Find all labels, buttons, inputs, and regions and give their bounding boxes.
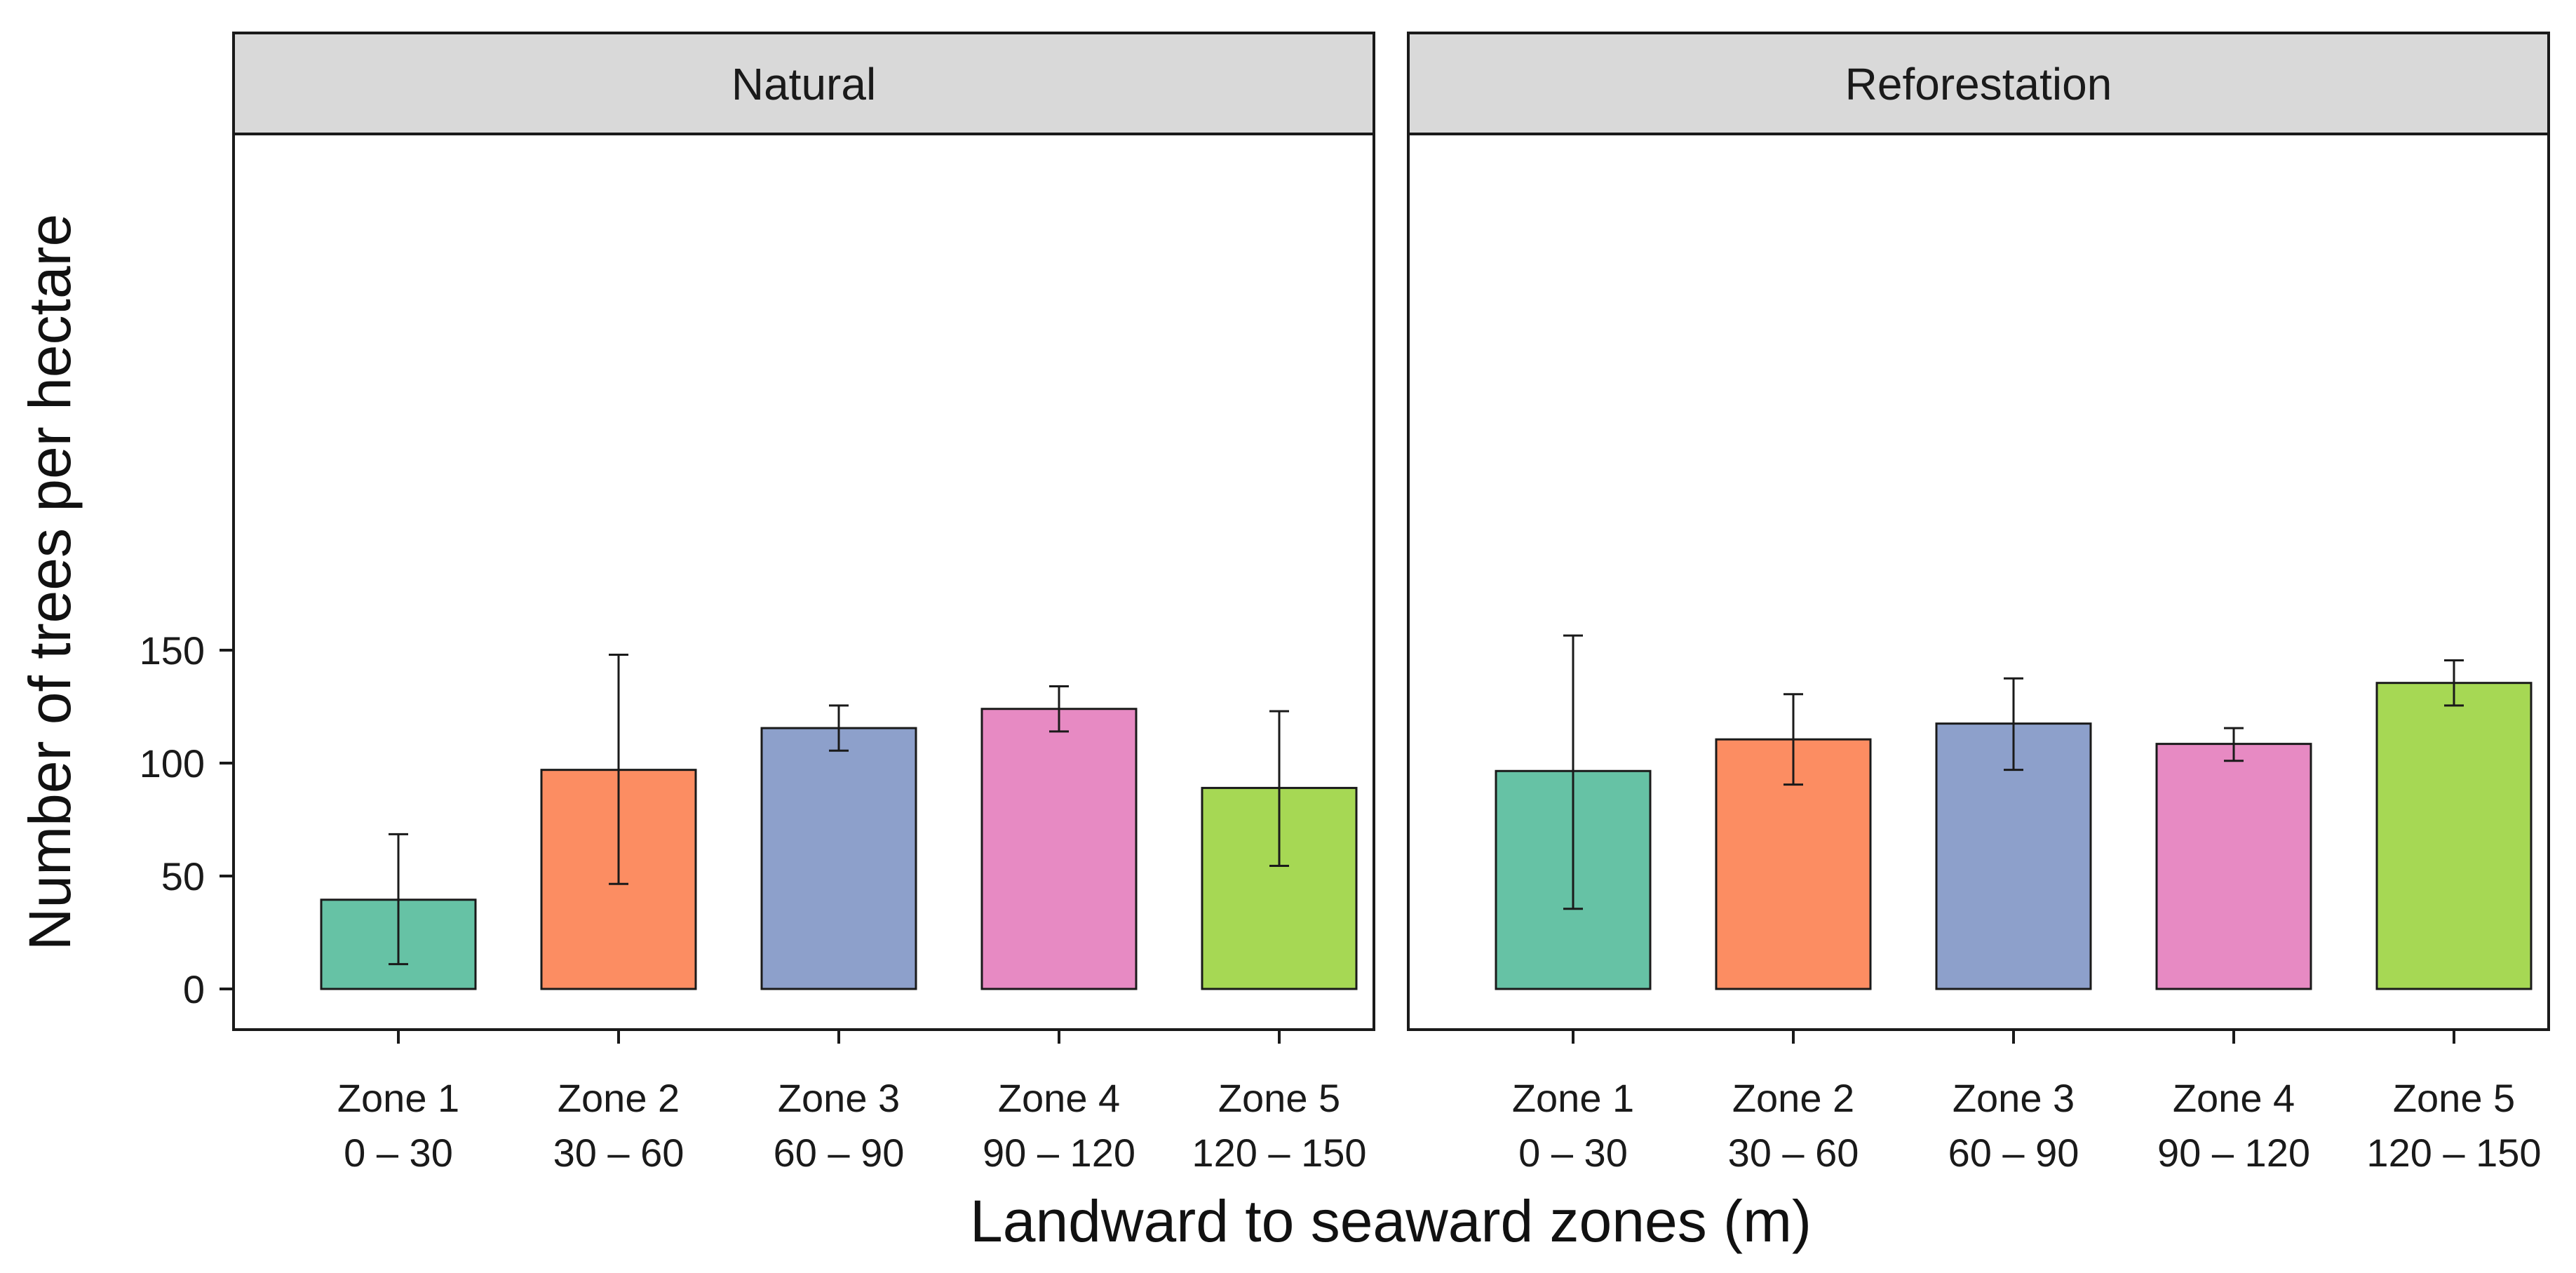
panel-reforestation: Reforestation (1407, 32, 2550, 1031)
x-tick-label-range: 60 – 90 (1948, 1131, 2079, 1175)
bar-natural-zone-3 (760, 727, 917, 990)
error-bar-reforestation-zone-2 (1783, 693, 1803, 786)
y-tick-label: 150 (140, 628, 205, 673)
x-tick-label-zone: Zone 5 (1218, 1076, 1340, 1120)
y-axis-title: Number of trees per hectare (17, 214, 83, 951)
x-tick-label-range: 120 – 150 (1192, 1131, 1366, 1175)
error-bar-natural-zone-4 (1049, 685, 1069, 733)
error-bar-natural-zone-3 (829, 704, 849, 752)
x-tick-label-range: 90 – 120 (2157, 1131, 2310, 1175)
x-tick-label-range: 120 – 150 (2366, 1131, 2541, 1175)
x-tick-label-zone: Zone 2 (558, 1076, 680, 1120)
y-tick-label: 50 (161, 854, 205, 898)
y-tick-label: 100 (140, 741, 205, 786)
bar-reforestation-zone-5 (2375, 682, 2533, 990)
y-tick-label: 0 (183, 967, 205, 1011)
x-tick-label-zone: Zone 2 (1732, 1076, 1854, 1120)
error-bar-reforestation-zone-4 (2224, 727, 2244, 762)
error-bar-natural-zone-1 (389, 833, 408, 966)
strip-label-reforestation: Reforestation (1845, 59, 2112, 109)
x-tick-label-zone: Zone 1 (1512, 1076, 1634, 1120)
x-tick-label-zone: Zone 4 (2173, 1076, 2295, 1120)
x-tick-label-zone: Zone 3 (1953, 1076, 2075, 1120)
error-bar-natural-zone-5 (1269, 710, 1289, 868)
panel-natural: Natural (232, 32, 1375, 1031)
x-tick-label-range: 90 – 120 (983, 1131, 1135, 1175)
x-tick-label-zone: Zone 1 (337, 1076, 459, 1120)
strip-natural (232, 32, 1375, 135)
x-axis-title: Landward to seaward zones (m) (970, 1188, 1812, 1254)
x-tick-label-range: 0 – 30 (344, 1131, 453, 1175)
error-bar-natural-zone-2 (609, 653, 628, 885)
x-axis: Zone 1 0 – 30 Zone 2 30 – 60 Zone 3 60 – 90 Zo… (337, 1030, 2542, 1175)
x-tick-label-range: 0 – 30 (1518, 1131, 1628, 1175)
marks-natural (320, 653, 1358, 990)
x-tick-label-zone: Zone 4 (998, 1076, 1120, 1120)
strip-label-natural: Natural (731, 59, 876, 109)
error-bar-reforestation-zone-5 (2444, 659, 2464, 707)
strip-reforestation (1407, 32, 2550, 135)
bar-reforestation-zone-4 (2155, 743, 2312, 990)
x-tick-label-range: 30 – 60 (1728, 1131, 1859, 1175)
y-axis: 0 50 100 150 (140, 628, 234, 1011)
error-bar-reforestation-zone-1 (1563, 634, 1583, 910)
x-tick-label-range: 60 – 90 (774, 1131, 905, 1175)
marks-reforestation (1495, 634, 2533, 990)
x-tick-label-zone: Zone 5 (2393, 1076, 2515, 1120)
error-bar-reforestation-zone-3 (2004, 677, 2023, 772)
x-tick-label-range: 30 – 60 (553, 1131, 685, 1175)
bar-natural-zone-4 (980, 708, 1138, 990)
x-tick-label-zone: Zone 3 (778, 1076, 900, 1120)
